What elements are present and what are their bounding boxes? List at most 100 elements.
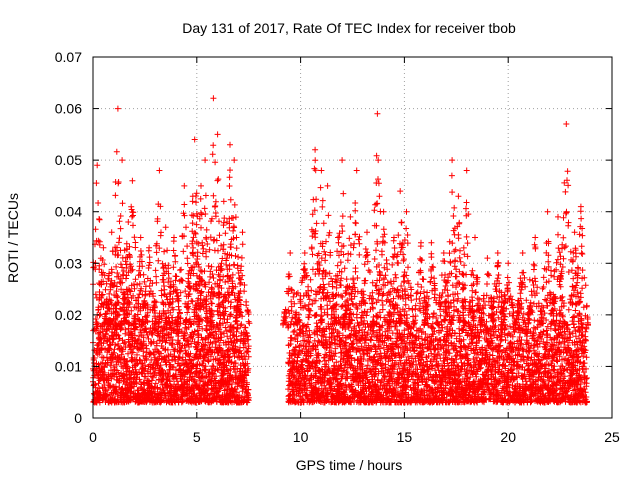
- data-point: [189, 220, 196, 227]
- data-point: [232, 360, 239, 367]
- data-point: [218, 334, 225, 341]
- data-point: [103, 310, 110, 317]
- data-point: [146, 351, 153, 358]
- data-point: [231, 224, 238, 231]
- data-point: [237, 322, 244, 329]
- data-point: [222, 324, 229, 331]
- data-point: [230, 261, 237, 268]
- data-point: [128, 349, 135, 355]
- data-point: [212, 384, 219, 391]
- data-point: [209, 340, 216, 347]
- data-point: [239, 241, 246, 248]
- data-point: [180, 385, 187, 392]
- data-point: [197, 195, 204, 202]
- data-point: [152, 380, 159, 387]
- data-point: [123, 275, 129, 282]
- data-point: [112, 383, 119, 390]
- data-point: [231, 353, 238, 360]
- data-point: [182, 288, 189, 295]
- data-point: [125, 219, 132, 225]
- data-point: [153, 340, 160, 347]
- data-point: [92, 291, 99, 298]
- data-point: [96, 296, 103, 303]
- data-point: [118, 345, 125, 352]
- data-point: [112, 341, 119, 348]
- data-point: [143, 342, 149, 349]
- data-point: [226, 183, 233, 189]
- data-point: [164, 346, 171, 353]
- data-point: [115, 239, 122, 246]
- data-point: [96, 289, 103, 295]
- data-point: [228, 359, 235, 365]
- data-point: [208, 263, 215, 270]
- data-point: [142, 373, 149, 380]
- data-point: [213, 373, 220, 380]
- data-point: [212, 198, 219, 205]
- data-point: [100, 244, 107, 251]
- data-point: [402, 301, 409, 308]
- data-point: [123, 379, 130, 386]
- data-point: [212, 328, 219, 335]
- data-point: [180, 248, 187, 255]
- data-point: [227, 167, 233, 174]
- data-point: [243, 298, 250, 305]
- data-point: [99, 291, 106, 298]
- data-point: [232, 343, 239, 350]
- data-point: [227, 196, 234, 203]
- data-point: [116, 218, 123, 225]
- data-point: [120, 340, 127, 347]
- data-point: [200, 341, 207, 348]
- data-point: [193, 199, 199, 206]
- data-point: [216, 232, 223, 239]
- data-point: [294, 357, 301, 364]
- data-point: [94, 320, 101, 327]
- data-point: [181, 330, 188, 337]
- data-point: [210, 275, 217, 281]
- data-point: [119, 200, 126, 207]
- data-point: [176, 340, 183, 347]
- data-point: [137, 248, 144, 254]
- data-point: [94, 162, 101, 169]
- data-point: [106, 382, 113, 389]
- data-point: [191, 328, 198, 335]
- data-point: [171, 253, 178, 260]
- data-point: [125, 325, 132, 332]
- data-point: [245, 386, 252, 393]
- data-point: [217, 337, 224, 344]
- data-point: [202, 211, 209, 217]
- data-point: [220, 371, 227, 378]
- data-point: [178, 328, 185, 335]
- data-point: [164, 247, 171, 254]
- data-point: [211, 247, 218, 254]
- data-point: [92, 226, 99, 233]
- data-point: [237, 281, 243, 287]
- data-point: [199, 370, 206, 377]
- data-point: [242, 356, 249, 363]
- data-point: [170, 247, 177, 254]
- data-point: [210, 192, 217, 199]
- data-point: [181, 201, 188, 208]
- data-point: [188, 340, 195, 347]
- data-point: [173, 391, 180, 398]
- data-point: [177, 267, 183, 274]
- data-point: [96, 312, 103, 319]
- data-point: [227, 303, 234, 310]
- data-point: [162, 224, 169, 231]
- data-point: [137, 234, 144, 241]
- data-point: [201, 205, 208, 212]
- data-point: [239, 229, 246, 236]
- data-point: [118, 351, 125, 358]
- data-point: [108, 229, 115, 236]
- data-point: [133, 380, 140, 387]
- data-point: [101, 261, 108, 268]
- data-point: [118, 325, 125, 331]
- data-point: [171, 353, 178, 360]
- data-point: [228, 299, 235, 306]
- data-point: [193, 190, 200, 197]
- data-point: [106, 346, 113, 353]
- data-point: [125, 350, 131, 357]
- data-point: [91, 381, 97, 388]
- data-point: [155, 257, 162, 264]
- data-point: [198, 334, 205, 341]
- data-point: [245, 365, 252, 372]
